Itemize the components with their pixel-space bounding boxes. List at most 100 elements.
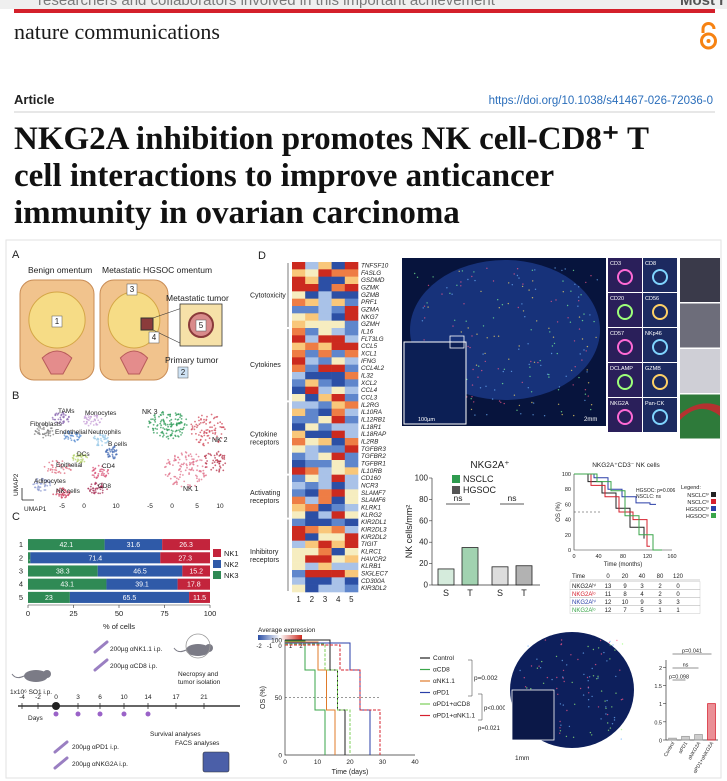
cell-dot xyxy=(180,465,183,468)
group-label: Cytotoxicity xyxy=(250,293,286,300)
speckle xyxy=(475,364,478,366)
cell-dot xyxy=(35,479,38,482)
heatmap-cell xyxy=(318,496,332,505)
speckle xyxy=(532,402,535,404)
heatmap-cell xyxy=(292,452,306,461)
region-number: 5 xyxy=(199,321,204,330)
cell-dot xyxy=(162,435,164,438)
heatmap-cell xyxy=(292,320,306,329)
cell-dot xyxy=(177,418,180,421)
heatmap-cell xyxy=(292,526,306,534)
cell-dot xyxy=(92,420,95,423)
heatmap-cell xyxy=(344,408,359,417)
cell-dot xyxy=(162,427,165,429)
heatmap-cell xyxy=(292,511,306,519)
speckle xyxy=(523,677,525,679)
heatmap-cell xyxy=(344,276,359,285)
speckle xyxy=(584,399,586,402)
heatmap-cell xyxy=(331,306,346,314)
cell-dot xyxy=(194,484,196,487)
cell-dot xyxy=(198,423,201,426)
heatmap-cell xyxy=(305,284,319,292)
cell-dot xyxy=(104,442,107,444)
speckle xyxy=(582,694,585,696)
heatmap-cell xyxy=(331,562,346,571)
group-label: receptors xyxy=(250,557,280,564)
speckle xyxy=(606,699,608,702)
speckle xyxy=(501,304,504,306)
cell-dot xyxy=(36,478,39,480)
scale-label: 10µm xyxy=(612,432,626,438)
speckle xyxy=(484,352,486,355)
speckle xyxy=(583,673,585,676)
speckle xyxy=(614,649,616,651)
heatmap-cell xyxy=(305,489,319,497)
cell-dot xyxy=(97,473,100,475)
bar-segment xyxy=(160,552,210,564)
cell-dot xyxy=(166,423,169,426)
speckle xyxy=(562,704,564,706)
speckle xyxy=(493,335,495,337)
open-access-icon[interactable] xyxy=(700,22,717,50)
speckle xyxy=(534,288,537,290)
speckle xyxy=(521,285,524,288)
cell-dot xyxy=(51,416,54,419)
cluster-label: NK 1 xyxy=(183,486,199,493)
cell-dot xyxy=(98,486,100,489)
heatmap-cell xyxy=(318,518,332,527)
cell-dot xyxy=(220,437,223,439)
heatmap-cell xyxy=(305,438,319,446)
cell-dot xyxy=(99,488,102,491)
cell-dot xyxy=(64,414,67,416)
doi-link[interactable]: https://doi.org/10.1038/s41467-026-72036… xyxy=(489,95,713,107)
cell-dot xyxy=(95,438,98,441)
heatmap-cell xyxy=(305,496,319,505)
cell-dot xyxy=(97,464,100,467)
cell-dot xyxy=(159,413,162,416)
detail-overlay xyxy=(680,403,720,420)
cell-dot xyxy=(62,494,65,496)
cell-dot xyxy=(177,413,180,416)
heatmap-cell xyxy=(305,430,319,439)
cell xyxy=(617,374,633,390)
cell-dot xyxy=(169,477,172,480)
x-tick-label: αPD1 xyxy=(678,741,690,755)
heatmap-cell xyxy=(344,401,359,409)
cell-dot xyxy=(165,432,168,435)
cell-dot xyxy=(223,454,226,457)
heatmap-cell xyxy=(344,577,359,585)
x-tick-label: T xyxy=(467,588,473,598)
cell-dot xyxy=(202,474,205,476)
speckle xyxy=(583,313,585,315)
cell-dot xyxy=(48,482,51,485)
cell-dot xyxy=(198,469,201,472)
cell-dot xyxy=(185,458,188,461)
cell-dot xyxy=(63,413,65,416)
speckle xyxy=(543,415,546,417)
tick-label: -5 xyxy=(59,503,65,510)
speckle xyxy=(446,287,448,289)
heatmap-cell xyxy=(292,328,306,336)
p-bracket xyxy=(478,693,483,721)
day-zero xyxy=(52,702,60,710)
speckle xyxy=(560,724,562,726)
heatmap-cell xyxy=(318,555,332,563)
cell-dot xyxy=(214,427,217,430)
syringe xyxy=(93,640,109,654)
cell-dot xyxy=(103,438,106,441)
cell-dot xyxy=(200,429,203,432)
heatmap-cell xyxy=(305,518,319,527)
cell-dot xyxy=(56,490,58,493)
table-cell: 9 xyxy=(640,600,644,606)
cell-dot xyxy=(59,418,62,421)
heatmap-cell xyxy=(344,496,359,505)
panel-letter: B xyxy=(12,390,19,402)
speckle xyxy=(587,680,589,682)
cell-dot xyxy=(98,421,101,424)
cell-dot xyxy=(169,415,172,418)
cell-dot xyxy=(191,461,193,464)
survival-curve xyxy=(285,640,326,755)
speckle xyxy=(615,692,617,694)
cell-dot xyxy=(61,492,64,495)
scale-label: 2mm xyxy=(584,417,597,423)
